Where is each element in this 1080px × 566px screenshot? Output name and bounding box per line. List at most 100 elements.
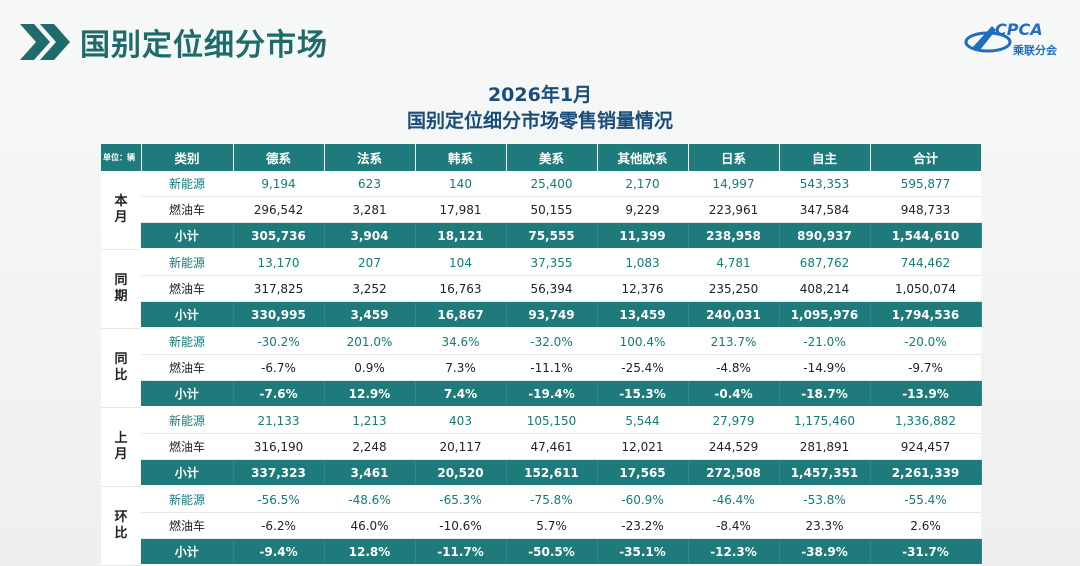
table-cell: -9.4% bbox=[233, 538, 325, 566]
table-row: 燃油车 -6.2% 46.0% -10.6% 5.7% -23.2% -8.4% 23.3% 2… bbox=[101, 512, 981, 539]
table-cell: 17,565 bbox=[597, 459, 689, 487]
table-cell: -11.1% bbox=[506, 354, 597, 381]
group-label: 环比 bbox=[101, 486, 141, 566]
table-cell: 240,031 bbox=[688, 301, 780, 329]
subtotal-row: 小计 -7.6% 12.9% 7.4% -19.4% -15.3% -0.4% -18.7% -… bbox=[101, 380, 982, 408]
table-cell: 281,891 bbox=[779, 433, 870, 460]
table-cell: 100.4% bbox=[597, 328, 688, 355]
table-cell: 23.3% bbox=[779, 512, 870, 539]
table-cell: 3,281 bbox=[324, 196, 415, 223]
table-cell: -56.5% bbox=[233, 486, 324, 513]
column-header: 韩系 bbox=[415, 144, 507, 171]
table-cell: 75,555 bbox=[506, 222, 598, 250]
table-cell: 2.6% bbox=[870, 512, 981, 539]
table-cell: 12.9% bbox=[324, 380, 416, 408]
table-row: 燃油车 -6.7% 0.9% 7.3% -11.1% -25.4% -4.8% -14.9% -… bbox=[101, 354, 981, 381]
group-label: 本月 bbox=[101, 171, 141, 250]
table-cell: -4.8% bbox=[688, 354, 779, 381]
group-label-char: 月 bbox=[114, 209, 128, 225]
table-cell: 330,995 bbox=[233, 301, 325, 329]
table-cell: 9,194 bbox=[233, 171, 324, 197]
table-cell: 105,150 bbox=[506, 407, 597, 434]
table-cell: 47,461 bbox=[506, 433, 597, 460]
table-cell: -32.0% bbox=[506, 328, 597, 355]
table-cell: 37,355 bbox=[506, 249, 597, 276]
group-label-char: 环 bbox=[114, 509, 128, 525]
subtotal-row: 小计 330,995 3,459 16,867 93,749 13,459 240,031 1… bbox=[101, 301, 982, 329]
row-label: 新能源 bbox=[141, 171, 233, 197]
table-cell: 46.0% bbox=[324, 512, 415, 539]
row-label: 燃油车 bbox=[141, 275, 233, 302]
table-cell: -31.7% bbox=[870, 538, 982, 566]
table-cell: 50,155 bbox=[506, 196, 597, 223]
table-row: 燃油车 316,190 2,248 20,117 47,461 12,021 244,529… bbox=[101, 433, 981, 460]
table-cell: -6.7% bbox=[233, 354, 324, 381]
table-cell: 595,877 bbox=[870, 171, 981, 197]
table-row: 本月新能源 9,194 623 140 25,400 2,170 14,997 543,353… bbox=[101, 171, 981, 250]
table-cell: 2,170 bbox=[597, 171, 688, 197]
table-cell: -10.6% bbox=[415, 512, 506, 539]
sales-table: 单位：辆 类别 德系 法系 韩系 美系 其他欧系 日系 自主 合计 本月新能源 9… bbox=[101, 144, 982, 566]
table-cell: 14,997 bbox=[688, 171, 779, 197]
table-cell: 56,394 bbox=[506, 275, 597, 302]
table-cell: 1,794,536 bbox=[870, 301, 982, 329]
report-heading-date: 2026年1月 bbox=[487, 84, 593, 106]
table-cell: 18,121 bbox=[415, 222, 507, 250]
group-label: 上月 bbox=[101, 407, 141, 487]
table-cell: 3,904 bbox=[324, 222, 416, 250]
table-cell: 213.7% bbox=[688, 328, 779, 355]
table-cell: 12,376 bbox=[597, 275, 688, 302]
table-cell: 272,508 bbox=[688, 459, 780, 487]
table-cell: 924,457 bbox=[870, 433, 981, 460]
table-row: 燃油车 317,825 3,252 16,763 56,394 12,376 235,250… bbox=[101, 275, 981, 302]
table-cell: 244,529 bbox=[688, 433, 779, 460]
column-header: 美系 bbox=[506, 144, 598, 171]
group-label-char: 比 bbox=[114, 525, 128, 541]
table-cell: 2,248 bbox=[324, 433, 415, 460]
table-cell: 1,050,074 bbox=[870, 275, 981, 302]
table-cell: -8.4% bbox=[688, 512, 779, 539]
group-label-char: 期 bbox=[114, 288, 128, 304]
group-label: 同比 bbox=[101, 328, 141, 408]
table-cell: -53.8% bbox=[779, 486, 870, 513]
table-cell: -46.4% bbox=[688, 486, 779, 513]
table-cell: 347,584 bbox=[779, 196, 870, 223]
table-cell: -65.3% bbox=[415, 486, 506, 513]
table-cell: 235,250 bbox=[688, 275, 779, 302]
table-cell: -35.1% bbox=[597, 538, 689, 566]
table-cell: 403 bbox=[415, 407, 506, 434]
table-cell: 20,117 bbox=[415, 433, 506, 460]
table-row: 同比新能源 -30.2% 201.0% 34.6% -32.0% 100.4% 213.7%… bbox=[101, 328, 981, 408]
row-label: 小计 bbox=[141, 538, 234, 566]
table-cell: -14.9% bbox=[779, 354, 870, 381]
group-label-char: 月 bbox=[114, 446, 128, 462]
group-label-char: 同 bbox=[114, 272, 128, 288]
row-label: 燃油车 bbox=[141, 512, 233, 539]
table-cell: 1,175,460 bbox=[779, 407, 870, 434]
column-header: 自主 bbox=[779, 144, 871, 171]
table-cell: 104 bbox=[415, 249, 506, 276]
column-header: 日系 bbox=[688, 144, 780, 171]
row-label: 燃油车 bbox=[141, 354, 233, 381]
page-title: 国别定位细分市场 bbox=[80, 28, 328, 63]
column-header: 合计 bbox=[870, 144, 982, 171]
logo-text: CPCA bbox=[995, 20, 1043, 39]
row-label: 小计 bbox=[141, 459, 234, 487]
table-cell: 21,133 bbox=[233, 407, 324, 434]
subtotal-row: 小计 305,736 3,904 18,121 75,555 11,399 238,958 8… bbox=[101, 222, 982, 250]
table-cell: 201.0% bbox=[324, 328, 415, 355]
table-cell: 408,214 bbox=[779, 275, 870, 302]
table-cell: -20.0% bbox=[870, 328, 981, 355]
table-cell: 744,462 bbox=[870, 249, 981, 276]
table-cell: 16,763 bbox=[415, 275, 506, 302]
table-cell: 16,867 bbox=[415, 301, 507, 329]
table-cell: 223,961 bbox=[688, 196, 779, 223]
table-cell: -15.3% bbox=[597, 380, 689, 408]
table-cell: 1,083 bbox=[597, 249, 688, 276]
table-cell: 5.7% bbox=[506, 512, 597, 539]
table-cell: 12,021 bbox=[597, 433, 688, 460]
table-cell: 3,461 bbox=[324, 459, 416, 487]
table-cell: 2,261,339 bbox=[870, 459, 982, 487]
table-cell: 687,762 bbox=[779, 249, 870, 276]
table-cell: 20,520 bbox=[415, 459, 507, 487]
